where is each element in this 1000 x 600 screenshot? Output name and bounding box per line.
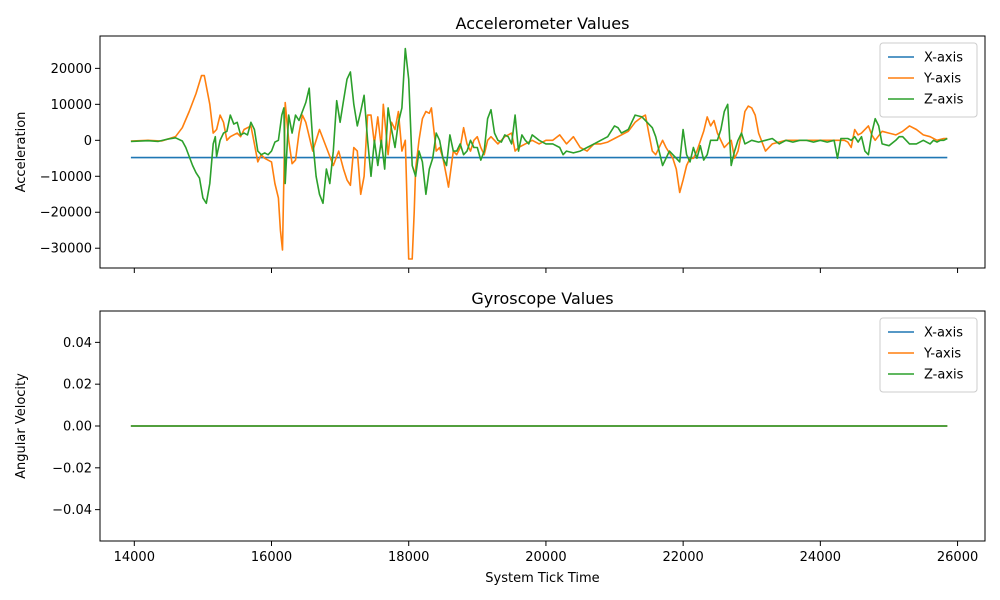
gyro-y-tick-label: −0.02	[52, 461, 92, 476]
accel-legend: X-axis Y-axis Z-axis	[879, 42, 978, 118]
gyro-x-tick-label: 14000	[114, 550, 155, 565]
accel-legend-label: X-axis	[924, 51, 963, 66]
gyro-legend-label: X-axis	[924, 326, 963, 341]
gyro-legend: X-axis Y-axis Z-axis	[879, 317, 978, 393]
gyro-y-tick-label: 0.04	[63, 336, 92, 351]
gyroscope-panel: Gyroscope Values −0.04 −0.02 0.00 0.02 0.04 14…	[14, 289, 986, 586]
gyro-x-tick-label: 24000	[800, 550, 841, 565]
accel-title: Accelerometer Values	[456, 14, 630, 33]
gyro-title: Gyroscope Values	[471, 289, 613, 308]
accel-axes-frame	[99, 35, 986, 269]
accel-legend-label: Z-axis	[924, 93, 964, 108]
accel-y-tick-label: −10000	[40, 170, 92, 185]
gyro-legend-label: Y-axis	[923, 347, 961, 362]
accel-legend-label: Y-axis	[923, 72, 961, 87]
accel-series-z-axis-line	[130, 47, 948, 205]
gyro-y-tick-label: −0.04	[52, 503, 92, 518]
gyro-x-tick-label: 18000	[388, 550, 429, 565]
gyro-y-tick-label: 0.00	[63, 420, 92, 435]
gyro-x-axis-label: System Tick Time	[485, 571, 599, 586]
accel-y-tick-label: 20000	[51, 62, 92, 77]
gyro-legend-label: Z-axis	[924, 368, 964, 383]
gyro-x-tick-label: 26000	[937, 550, 978, 565]
accel-y-tick-label: −30000	[40, 242, 92, 257]
accel-y-axis-label: Acceleration	[14, 112, 29, 193]
gyro-x-tick-label: 20000	[525, 550, 566, 565]
accel-series-y-axis-line	[130, 74, 948, 260]
gyro-axes-frame	[99, 310, 986, 542]
gyro-x-tick-label: 16000	[251, 550, 292, 565]
accel-series-group	[130, 47, 948, 260]
accelerometer-panel: Accelerometer Values −30000 −20000 −10000 0 1…	[14, 14, 986, 273]
gyro-x-tick-label: 22000	[662, 550, 703, 565]
accel-y-tick-label: 10000	[51, 98, 92, 113]
accel-y-tick-label: 0	[84, 134, 92, 149]
gyro-y-tick-label: 0.02	[63, 378, 92, 393]
accel-y-tick-label: −20000	[40, 206, 92, 221]
gyro-y-axis-label: Angular Velocity	[14, 373, 29, 479]
